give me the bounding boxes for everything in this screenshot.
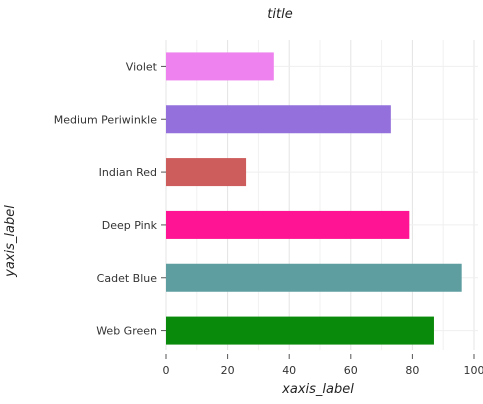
x-tick-label: 100 <box>464 364 483 377</box>
y-tick-label: Indian Red <box>99 166 157 179</box>
y-tick-label: Cadet Blue <box>97 272 158 285</box>
y-tick-label: Deep Pink <box>102 219 158 232</box>
y-tick-label: Medium Periwinkle <box>54 113 158 126</box>
bar-violet <box>166 52 274 80</box>
y-tick-label: Web Green <box>96 325 157 338</box>
y-tick-label: Violet <box>126 60 158 73</box>
x-tick-label: 60 <box>344 364 358 377</box>
y-axis-label: yaxis_label <box>3 205 18 278</box>
y-axis-ticks: Web Green Cadet Blue Deep Pink Indian Red Me… <box>54 60 166 337</box>
x-axis-ticks: 0 20 40 60 80 100 <box>163 354 483 377</box>
x-tick-label: 80 <box>405 364 419 377</box>
bar-medium-periwinkle <box>166 105 391 133</box>
bar-indian-red <box>166 158 246 186</box>
bar-web-green <box>166 317 434 345</box>
bar-deep-pink <box>166 211 409 239</box>
gridlines <box>166 40 478 350</box>
bars <box>166 52 462 344</box>
bar-cadet-blue <box>166 264 462 292</box>
x-axis-label: xaxis_label <box>281 382 354 397</box>
x-tick-label: 40 <box>282 364 296 377</box>
chart-title: title <box>267 7 292 22</box>
x-tick-label: 0 <box>163 364 170 377</box>
x-tick-label: 20 <box>221 364 235 377</box>
